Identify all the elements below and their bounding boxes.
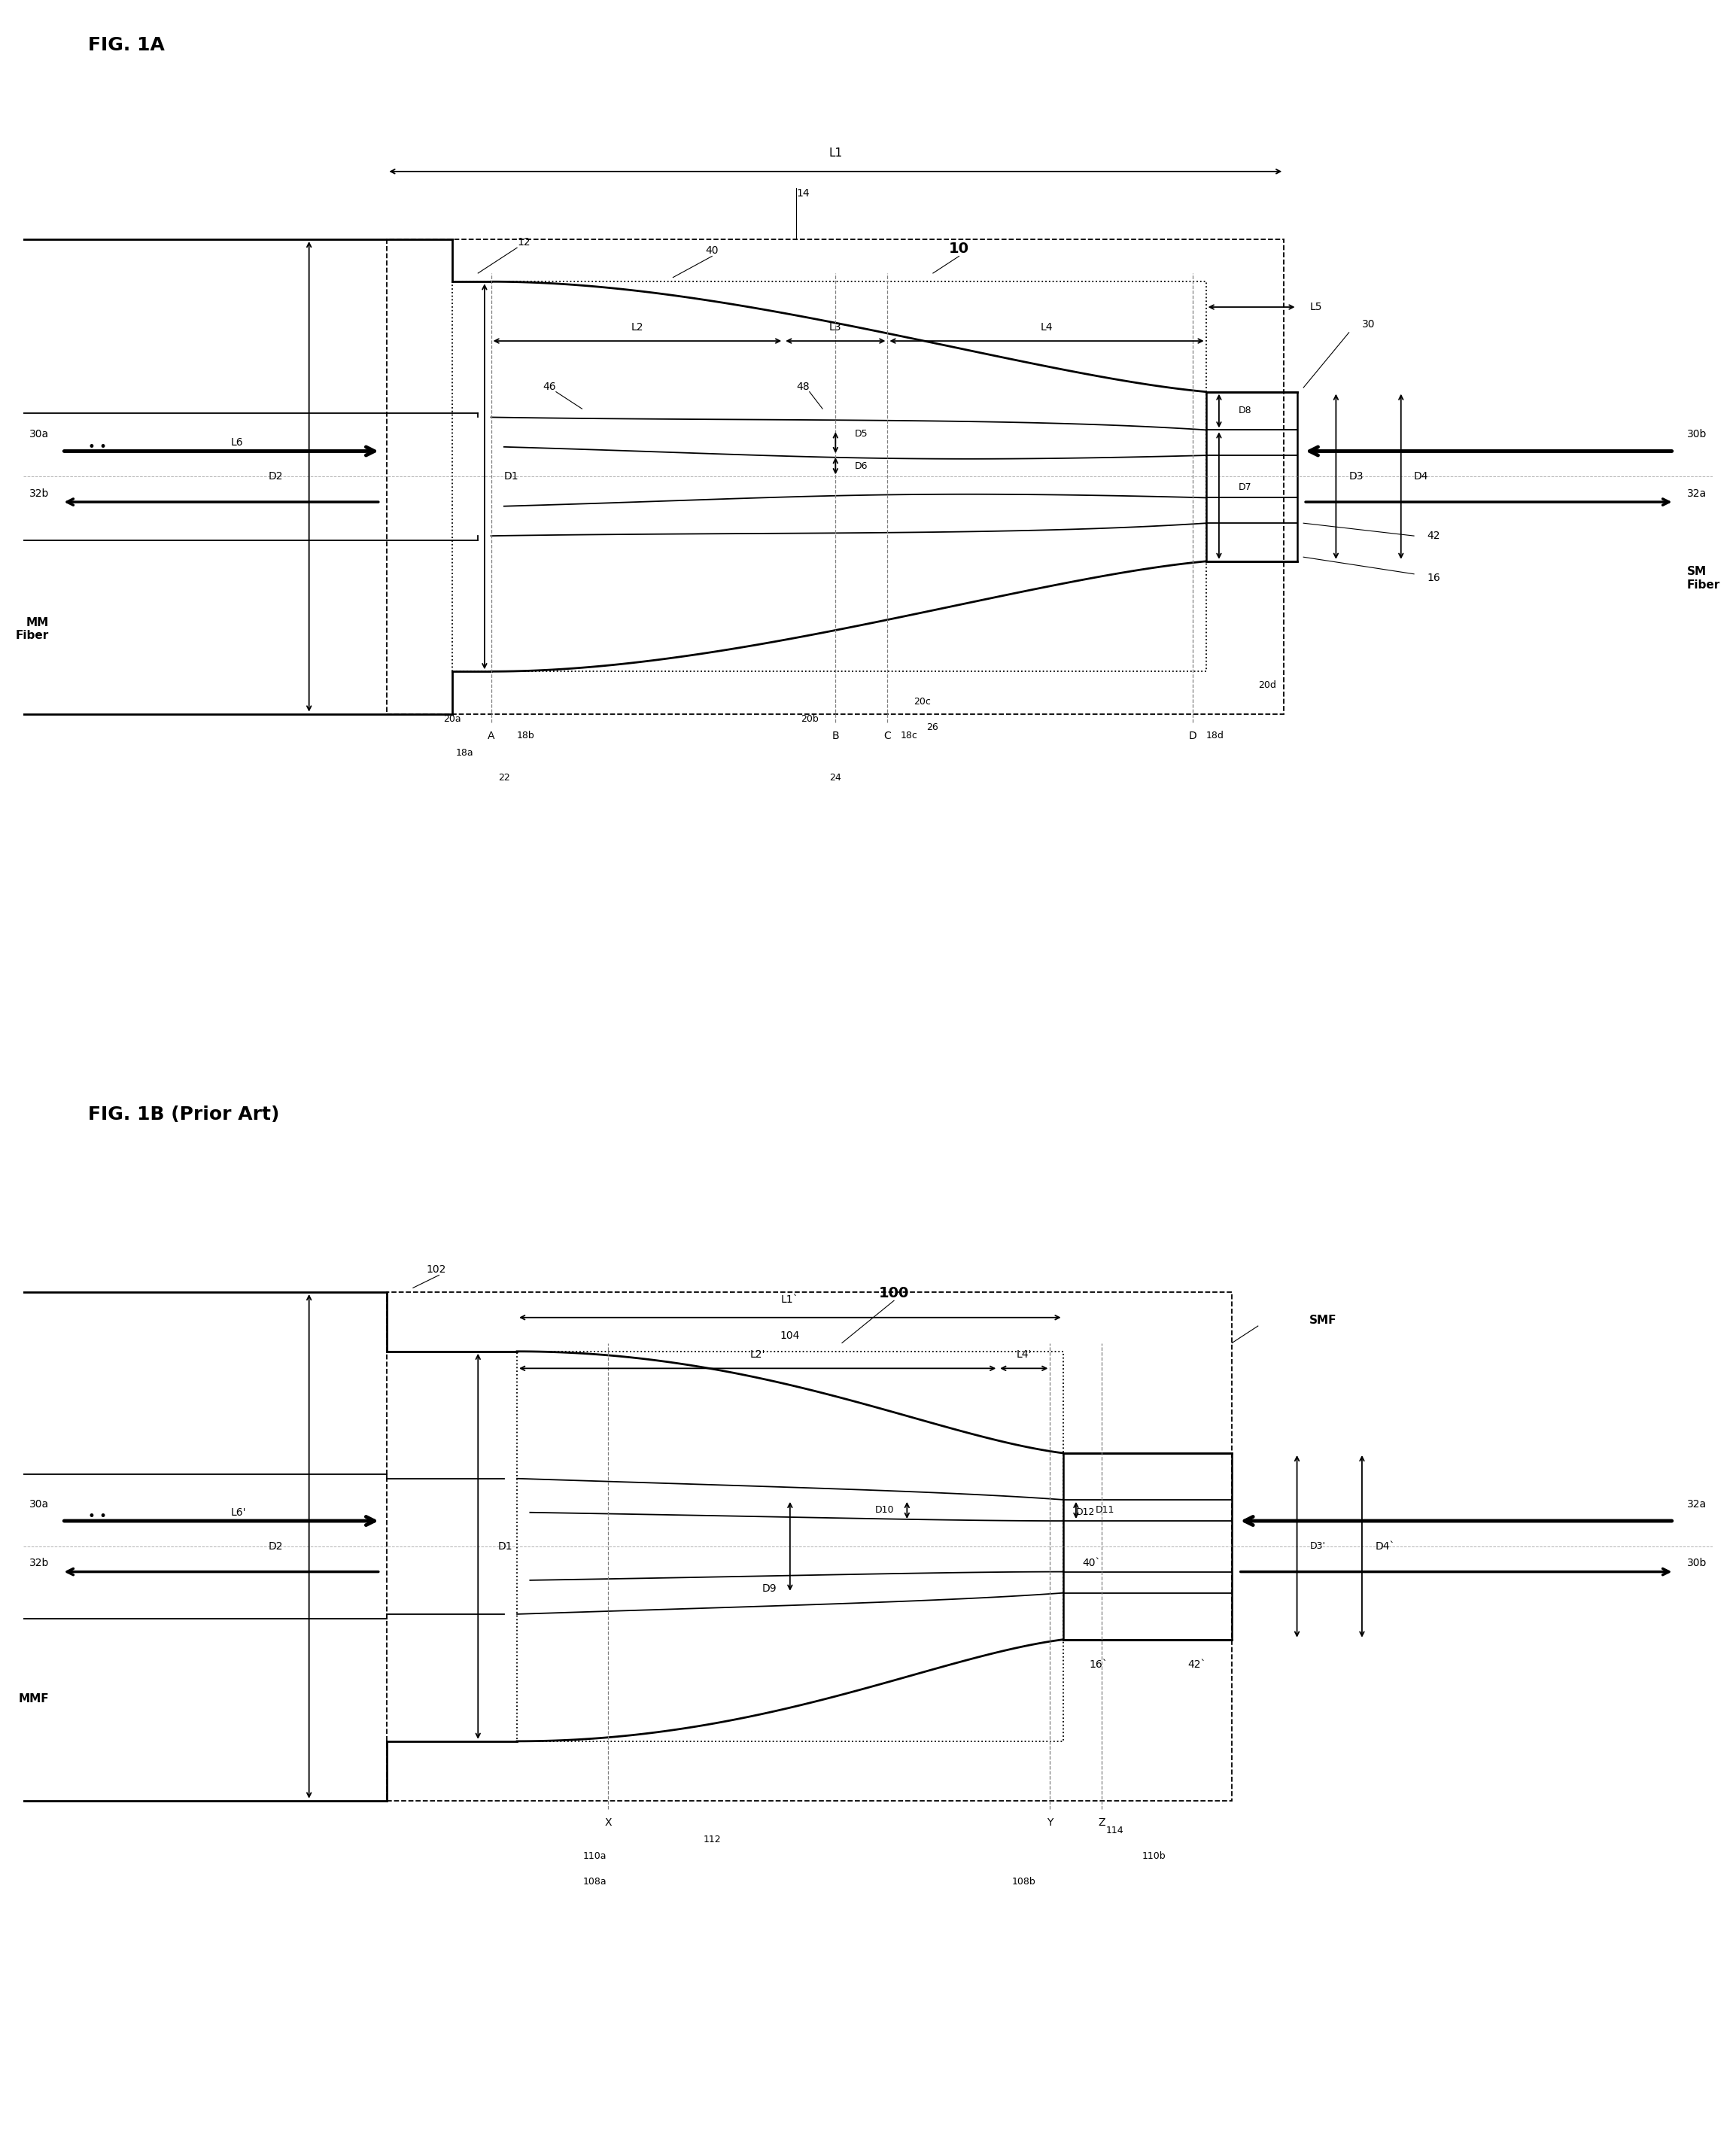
Text: 110b: 110b <box>1142 1851 1167 1862</box>
Text: 30b: 30b <box>1687 1559 1706 1569</box>
Text: D8: D8 <box>1238 406 1252 415</box>
Text: • •: • • <box>89 441 108 454</box>
Text: D4`: D4` <box>1375 1542 1396 1552</box>
Text: L5: L5 <box>1311 301 1323 312</box>
Text: 42: 42 <box>1427 531 1441 542</box>
Text: B: B <box>832 731 838 742</box>
Text: C: C <box>884 731 891 742</box>
Text: 24: 24 <box>830 774 842 783</box>
Text: D12: D12 <box>1076 1507 1095 1518</box>
Text: 108b: 108b <box>1012 1877 1036 1886</box>
Text: D5: D5 <box>856 430 868 439</box>
Text: L6: L6 <box>231 436 243 447</box>
Text: 18b: 18b <box>517 731 535 740</box>
Text: 22: 22 <box>498 774 510 783</box>
Text: 16`: 16` <box>1088 1660 1108 1671</box>
Text: 10: 10 <box>950 243 969 256</box>
Text: D6: D6 <box>856 460 868 471</box>
Text: 42`: 42` <box>1187 1660 1207 1671</box>
Text: X: X <box>604 1817 611 1827</box>
Text: D2: D2 <box>269 1542 283 1552</box>
Text: SM
Fiber: SM Fiber <box>1687 565 1720 591</box>
Text: L4: L4 <box>1040 322 1054 333</box>
Text: D1: D1 <box>503 471 519 482</box>
Text: 26: 26 <box>927 722 939 733</box>
Text: 18c: 18c <box>901 731 918 740</box>
Text: 30a: 30a <box>30 1499 49 1509</box>
Text: 32b: 32b <box>30 488 49 499</box>
Text: 114: 114 <box>1106 1825 1123 1836</box>
Text: 104: 104 <box>779 1331 800 1342</box>
Text: L6': L6' <box>231 1507 247 1518</box>
Text: 32b: 32b <box>30 1559 49 1569</box>
Text: D2: D2 <box>269 471 283 482</box>
Text: L2': L2' <box>750 1350 766 1361</box>
Text: D4: D4 <box>1413 471 1429 482</box>
Text: D10: D10 <box>875 1505 894 1516</box>
Text: FIG. 1B (Prior Art): FIG. 1B (Prior Art) <box>89 1105 279 1124</box>
Text: D: D <box>1189 731 1198 742</box>
Text: 20c: 20c <box>913 697 930 707</box>
Text: 30b: 30b <box>1687 428 1706 439</box>
Text: L4': L4' <box>1016 1350 1031 1361</box>
Text: 20d: 20d <box>1259 679 1276 690</box>
Text: 30a: 30a <box>30 428 49 439</box>
Text: 110a: 110a <box>583 1851 608 1862</box>
Text: L3: L3 <box>830 322 842 333</box>
Text: 16: 16 <box>1427 574 1441 583</box>
Text: Y: Y <box>1047 1817 1054 1827</box>
Text: L1: L1 <box>828 148 842 159</box>
Text: 20b: 20b <box>800 714 818 725</box>
Text: • •: • • <box>89 1509 108 1524</box>
Text: 48: 48 <box>797 381 809 391</box>
Text: 18d: 18d <box>1207 731 1224 740</box>
Text: 32a: 32a <box>1687 488 1706 499</box>
Text: MM
Fiber: MM Fiber <box>16 617 49 641</box>
Text: 102: 102 <box>425 1264 446 1275</box>
Text: SMF: SMF <box>1309 1314 1337 1327</box>
Text: 32a: 32a <box>1687 1499 1706 1509</box>
Text: 40`: 40` <box>1083 1559 1101 1569</box>
Text: 30: 30 <box>1363 318 1375 329</box>
Text: 18a: 18a <box>457 748 474 757</box>
Text: D3': D3' <box>1311 1542 1326 1550</box>
Text: D1: D1 <box>498 1542 512 1552</box>
Text: 14: 14 <box>797 189 809 200</box>
Text: FIG. 1A: FIG. 1A <box>89 37 165 54</box>
Text: D11: D11 <box>1095 1505 1115 1516</box>
Text: D9: D9 <box>762 1582 778 1593</box>
Text: D3: D3 <box>1349 471 1364 482</box>
Text: 40: 40 <box>705 245 719 256</box>
Text: 100: 100 <box>878 1286 910 1301</box>
Text: Z: Z <box>1099 1817 1106 1827</box>
Text: 46: 46 <box>543 381 556 391</box>
Text: D7: D7 <box>1238 482 1252 492</box>
Text: 108a: 108a <box>583 1877 608 1886</box>
Text: L1`: L1` <box>781 1294 799 1305</box>
Text: MMF: MMF <box>19 1694 49 1705</box>
Text: A: A <box>488 731 495 742</box>
Text: 112: 112 <box>703 1834 720 1845</box>
Text: 20a: 20a <box>443 714 462 725</box>
Text: 12: 12 <box>517 236 529 247</box>
Text: L2: L2 <box>632 322 644 333</box>
